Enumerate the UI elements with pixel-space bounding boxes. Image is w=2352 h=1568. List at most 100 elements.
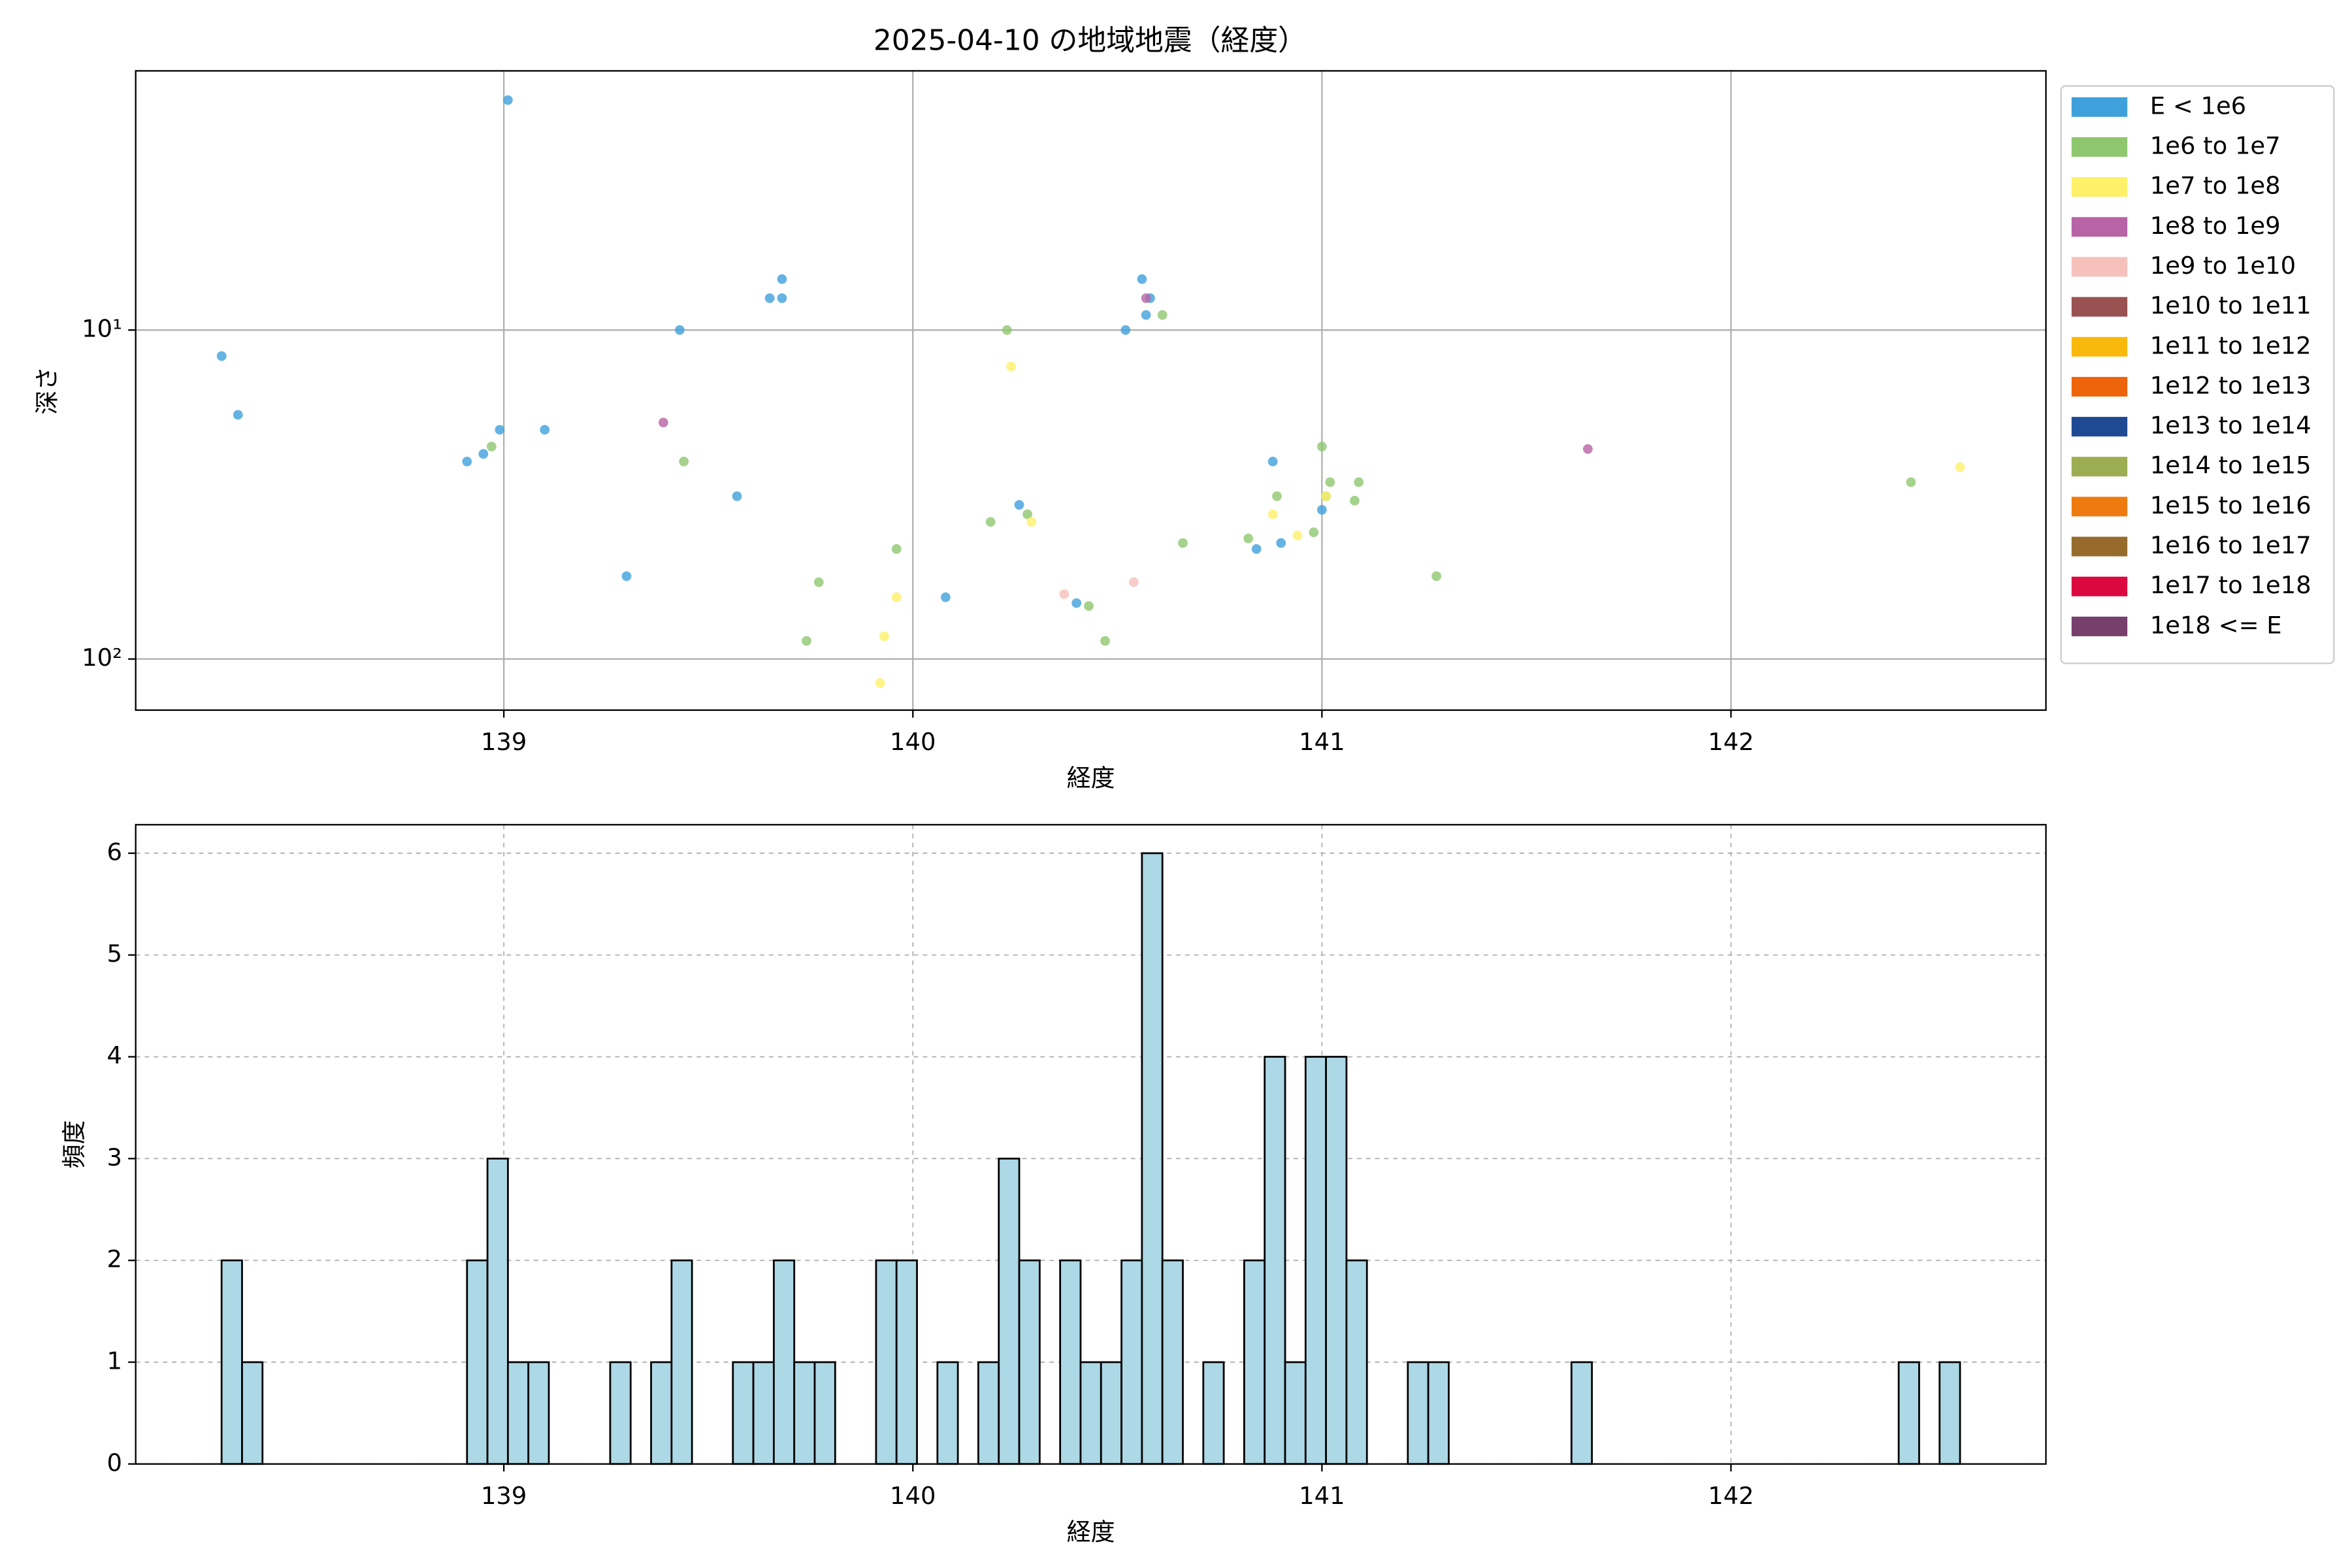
scatter-point <box>658 417 668 428</box>
legend-label: 1e17 to 1e18 <box>2150 571 2311 599</box>
scatter-point <box>1157 310 1168 320</box>
x-tick-label: 141 <box>1299 1482 1345 1510</box>
histogram-bar <box>773 1259 796 1465</box>
x-tick-label: 142 <box>1708 728 1754 756</box>
scatter-point <box>1431 571 1442 581</box>
scatter-point <box>1243 533 1254 544</box>
scatter-point <box>1316 442 1327 451</box>
scatter-point <box>732 491 742 501</box>
scatter-point <box>1071 598 1082 608</box>
histogram-bar <box>793 1361 816 1465</box>
legend-label: 1e9 to 1e10 <box>2150 252 2296 280</box>
scatter-point <box>679 457 689 466</box>
chart-title: 2025-04-10 の地域地震（経度） <box>874 24 1307 57</box>
scatter-point <box>503 95 513 105</box>
histogram-bar <box>1243 1259 1266 1465</box>
legend-swatch <box>2071 137 2128 157</box>
legend-label: 1e13 to 1e14 <box>2150 412 2311 440</box>
scatter-point <box>1100 636 1110 646</box>
histogram-bar <box>732 1361 755 1465</box>
scatter-point <box>777 293 787 303</box>
legend-swatch <box>2071 97 2128 117</box>
scatter-point <box>487 442 497 451</box>
histogram-bar <box>752 1361 775 1465</box>
x-tick-label: 142 <box>1708 1482 1754 1510</box>
scatter-point <box>1128 577 1139 587</box>
scatter-point <box>233 410 243 420</box>
scatter-point <box>462 457 472 466</box>
legend-swatch <box>2071 536 2128 557</box>
histogram-bar <box>1407 1361 1429 1465</box>
histogram-bar <box>527 1361 550 1465</box>
histogram-bar <box>1427 1361 1450 1465</box>
scatter-point <box>1321 491 1331 501</box>
histogram-bar <box>998 1157 1021 1465</box>
y-tick-label: 10² <box>82 644 122 672</box>
scatter-point <box>1137 274 1147 284</box>
histogram-bar <box>1570 1361 1593 1465</box>
histogram-bar <box>936 1361 959 1465</box>
scatter-point <box>1059 589 1070 599</box>
legend-swatch <box>2071 177 2128 197</box>
histogram-bar <box>1018 1259 1041 1465</box>
scatter-point <box>1006 361 1016 372</box>
legend-swatch <box>2071 257 2128 277</box>
scatter-point <box>985 517 996 527</box>
y-tick-label: 1 <box>106 1347 122 1375</box>
scatter-point <box>802 636 811 646</box>
scatter-point <box>1292 531 1303 540</box>
scatter-point <box>540 425 550 435</box>
scatter-point <box>1906 477 1916 487</box>
scatter-point <box>1350 495 1360 506</box>
y-tick-label: 2 <box>106 1245 122 1273</box>
x-tick-label: 141 <box>1299 728 1345 756</box>
scatter-point <box>1267 457 1278 466</box>
scatter-point <box>1084 601 1094 611</box>
scatter-point <box>1354 477 1364 487</box>
histogram-bar <box>486 1157 509 1465</box>
legend-swatch <box>2071 497 2128 517</box>
legend-label: 1e11 to 1e12 <box>2150 331 2311 359</box>
scatter-point <box>1309 527 1319 538</box>
scatter-point <box>1267 509 1278 519</box>
legend-label: 1e7 to 1e8 <box>2150 172 2281 200</box>
scatter-point <box>1002 325 1012 335</box>
legend-swatch <box>2071 417 2128 437</box>
histogram-bar <box>1079 1361 1102 1465</box>
scatter-point <box>675 325 685 335</box>
y-tick-label: 0 <box>106 1448 122 1477</box>
y-axis-label: 深さ <box>33 367 61 415</box>
scatter-point <box>1251 544 1262 554</box>
histogram-bar <box>1325 1056 1348 1465</box>
scatter-point <box>1141 293 1151 303</box>
plot-frame <box>135 824 2047 1465</box>
histogram-bar <box>670 1259 693 1465</box>
histogram-bar <box>1120 1259 1143 1465</box>
histogram-bar <box>609 1361 632 1465</box>
scatter-point <box>813 577 824 587</box>
y-axis-label: 頻度 <box>60 1120 88 1169</box>
legend-swatch <box>2071 336 2128 357</box>
x-tick-label: 140 <box>890 728 936 756</box>
scatter-point <box>478 449 489 459</box>
scatter-point <box>1582 444 1593 454</box>
scatter-point <box>1272 491 1282 501</box>
histogram-bar <box>650 1361 673 1465</box>
legend-label: 1e8 to 1e9 <box>2150 212 2281 240</box>
scatter-point <box>879 631 889 642</box>
x-axis-label: 経度 <box>1067 764 1115 792</box>
histogram-bar <box>1345 1259 1368 1465</box>
legend-label: 1e14 to 1e15 <box>2150 451 2311 480</box>
scatter-point <box>1120 325 1131 335</box>
histogram-bar <box>813 1361 836 1465</box>
scatter-point <box>875 678 885 688</box>
histogram-bar <box>1161 1259 1184 1465</box>
scatter-point <box>1178 538 1188 548</box>
histogram-bar <box>507 1361 530 1465</box>
x-axis-label: 経度 <box>1067 1518 1115 1546</box>
legend-swatch <box>2071 616 2128 636</box>
scatter-point <box>1141 310 1151 320</box>
legend-swatch <box>2071 576 2128 596</box>
scatter-point <box>1022 509 1032 519</box>
